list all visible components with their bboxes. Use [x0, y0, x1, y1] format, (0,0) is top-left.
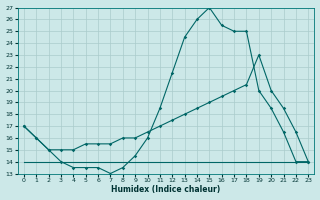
- X-axis label: Humidex (Indice chaleur): Humidex (Indice chaleur): [111, 185, 221, 194]
